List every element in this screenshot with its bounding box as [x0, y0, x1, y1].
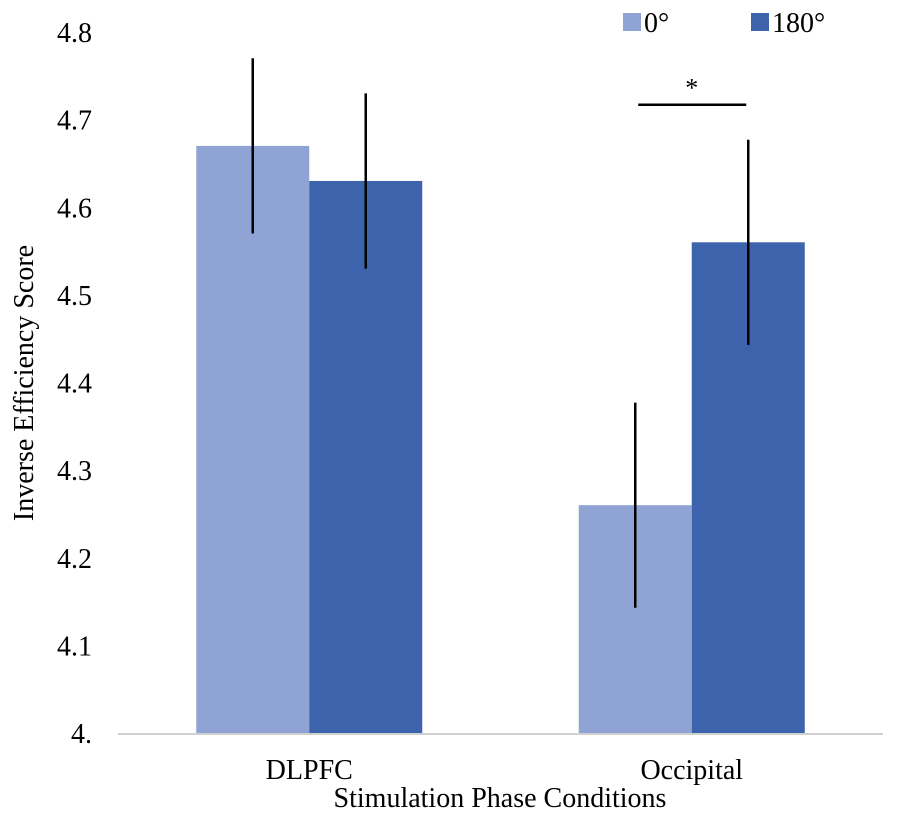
- y-tick-label: 4.: [71, 719, 92, 750]
- y-tick-label: 4.4: [57, 369, 92, 400]
- legend-label-0: 0°: [644, 8, 669, 39]
- y-tick-label: 4.1: [57, 631, 92, 662]
- bar-dlpfc-series-1: [309, 180, 423, 733]
- x-category-label: Occipital: [640, 755, 743, 786]
- legend-swatch-0: [623, 13, 641, 31]
- significance-marker: *: [685, 74, 698, 103]
- y-tick-label: 4.3: [57, 456, 92, 487]
- y-tick-label: 4.5: [57, 281, 92, 312]
- x-axis-title: Stimulation Phase Conditions: [334, 783, 667, 814]
- y-tick-label: 4.6: [57, 193, 92, 224]
- legend-swatch-1: [751, 13, 769, 31]
- y-tick-label: 4.2: [57, 544, 92, 575]
- y-axis-title: Inverse Efficiency Score: [9, 245, 40, 521]
- x-category-label: DLPFC: [266, 755, 353, 786]
- y-tick-label: 4.7: [57, 106, 92, 137]
- bar-dlpfc-series-0: [196, 145, 310, 734]
- y-tick-label: 4.8: [57, 18, 92, 49]
- legend-label-1: 180°: [772, 8, 825, 39]
